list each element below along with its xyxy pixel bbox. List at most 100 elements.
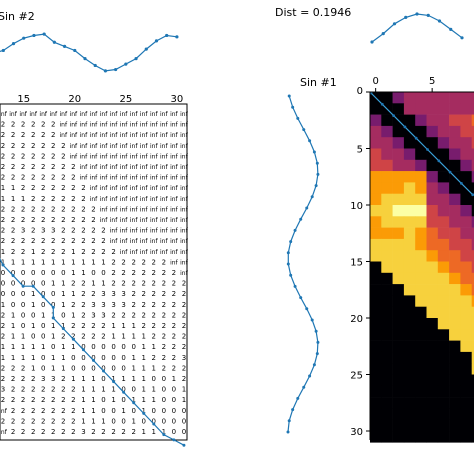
sin1-point (291, 105, 295, 109)
matrix-cell: 1 (91, 280, 95, 288)
matrix-cell: 1 (182, 396, 186, 404)
matrix-cell: 2 (1, 417, 5, 425)
matrix-cell: inf (110, 238, 118, 245)
matrix-cell: 2 (31, 386, 35, 394)
matrix-cell: 2 (1, 227, 5, 235)
matrix-cell: 0 (101, 269, 105, 277)
heatmap-cell (471, 193, 474, 206)
matrix-cell: inf (100, 196, 108, 203)
matrix-cell: inf (90, 143, 98, 150)
matrix-cell: 2 (162, 364, 166, 372)
heatmap-cell (426, 216, 439, 228)
matrix-cell: 1 (31, 354, 35, 362)
sin2-point (165, 33, 169, 38)
matrix-cell: 2 (141, 290, 145, 298)
heatmap-cell (392, 182, 405, 194)
matrix-cell: inf (180, 206, 188, 213)
matrix-cell: 2 (71, 205, 75, 213)
matrix-cell: 3 (1, 386, 5, 394)
heatmap-cell (370, 340, 382, 353)
heatmap-cell (426, 408, 439, 420)
heatmap-cell (403, 374, 416, 387)
matrix-cell: 2 (41, 396, 45, 404)
matrix-cell: 2 (21, 417, 25, 425)
heatmap-cell (415, 329, 427, 341)
matrix-cell: 0 (11, 269, 15, 277)
heatmap-cell (381, 171, 393, 183)
heatmap-cell (437, 193, 450, 206)
matrix-cell: 2 (61, 205, 65, 213)
warp-point (61, 327, 65, 331)
heatmap-cell (460, 306, 472, 319)
heatmap-cell (370, 250, 382, 262)
heatmap-cell (392, 250, 405, 262)
matrix-cell: 3 (91, 311, 95, 319)
matrix-cell: 2 (182, 343, 186, 351)
heatmap-cell (426, 227, 439, 240)
heatmap-cell (403, 159, 416, 172)
matrix-cell: 1 (71, 258, 75, 266)
matrix-cell: 2 (182, 311, 186, 319)
heatmap-cell (437, 205, 450, 217)
heatmap-cell (437, 92, 450, 104)
heatmap-cell (381, 385, 393, 398)
heatmap-cell (415, 318, 427, 330)
heatmap-cell (449, 385, 461, 398)
heatmap-cell (437, 363, 450, 375)
sin2-point (144, 47, 148, 51)
matrix-cell: inf (110, 122, 118, 129)
heatmap-cell (471, 261, 474, 274)
matrix-cell: 2 (71, 195, 75, 203)
matrix-cell: 2 (121, 258, 125, 266)
matrix-cell: inf (110, 196, 118, 203)
heatmap-cell (449, 419, 461, 432)
heatmap-y-tick-label: 10 (350, 201, 363, 212)
matrix-cell: 2 (131, 280, 135, 288)
matrix-cell: 2 (71, 301, 75, 309)
heatmap-cell (426, 261, 439, 274)
heatmap-cell (392, 148, 405, 161)
heatmap-cell (392, 295, 405, 307)
matrix-cell: 1 (152, 364, 156, 372)
matrix-cell: inf (110, 164, 118, 171)
matrix-cell: 2 (61, 386, 65, 394)
matrix-cell: 2 (11, 142, 15, 150)
matrix-cell: 1 (51, 258, 55, 266)
sin1-point (299, 296, 303, 300)
heatmap-cell (392, 205, 405, 217)
heatmap-warp-point (426, 148, 429, 151)
matrix-cell: 3 (51, 227, 55, 235)
matrix-cell: inf (100, 217, 108, 224)
heatmap-cell (437, 238, 450, 251)
matrix-cell: 2 (61, 417, 65, 425)
matrix-cell: 1 (81, 258, 85, 266)
heatmap-cell (449, 295, 461, 307)
matrix-cell: 2 (162, 322, 166, 330)
matrix-cell: inf (180, 249, 188, 256)
matrix-cell: 0 (152, 407, 156, 415)
matrix-cell: 2 (101, 428, 105, 436)
matrix-cell: 2 (71, 184, 75, 192)
heatmap-cell (403, 205, 416, 217)
matrix-cell: 2 (121, 311, 125, 319)
heatmap-cell (449, 329, 461, 341)
dist-point (426, 13, 430, 17)
matrix-cell: 2 (61, 227, 65, 235)
sin2-point (175, 35, 179, 39)
heatmap-cell (460, 238, 472, 251)
matrix-cell: inf (180, 175, 188, 182)
matrix-cell: inf (140, 206, 148, 213)
matrix-cell: 2 (51, 205, 55, 213)
matrix-cell: inf (100, 164, 108, 171)
heatmap-cell (471, 182, 474, 194)
heatmap-y-tick-label: 0 (357, 86, 363, 97)
heatmap-cell (392, 385, 405, 398)
heatmap-cell (403, 171, 416, 183)
sin1-point (312, 363, 316, 367)
heatmap-cell (426, 318, 439, 330)
matrix-cell: 2 (11, 396, 15, 404)
matrix-cell: 0 (21, 280, 25, 288)
matrix-cell: inf (140, 249, 148, 256)
matrix-cell: inf (130, 228, 138, 235)
heatmap-cell (437, 408, 450, 420)
